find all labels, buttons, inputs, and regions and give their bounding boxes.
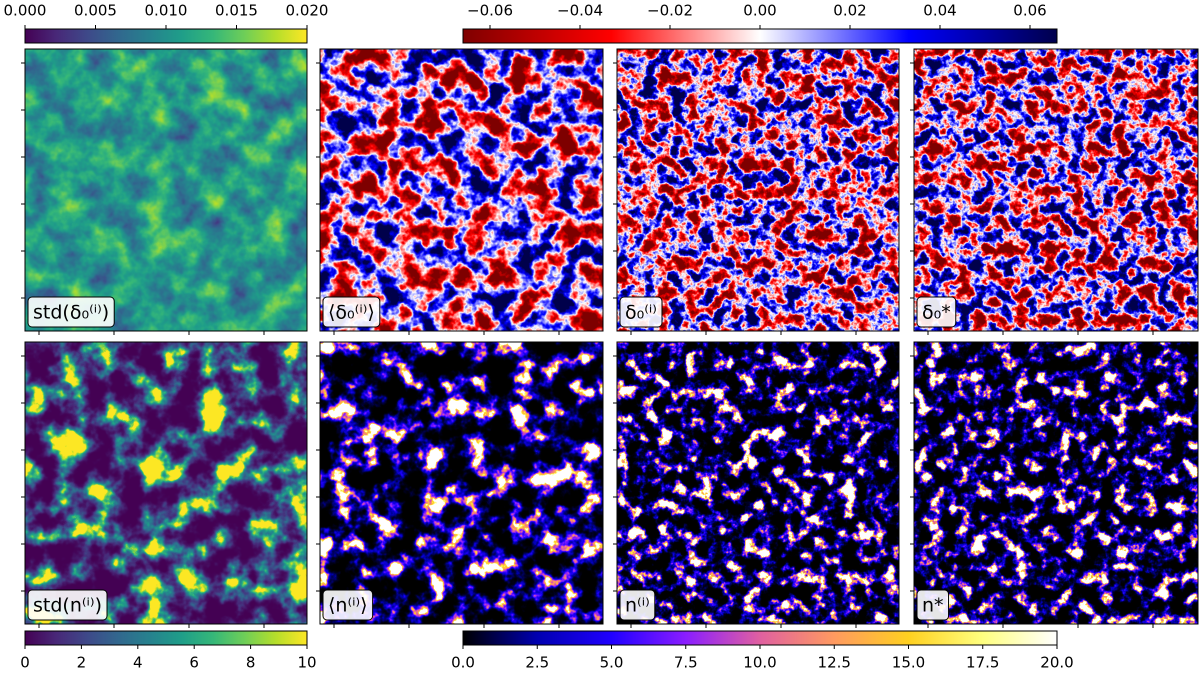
- tick-label: 10: [297, 654, 316, 672]
- image-panel: [25, 342, 307, 624]
- label-box: [916, 589, 950, 621]
- panel-frame: [319, 341, 604, 625]
- tick-label: 0.0: [451, 654, 475, 672]
- label-box: [916, 296, 957, 328]
- panel-frame: [913, 341, 1199, 625]
- tick-label: −0.04: [557, 2, 603, 20]
- tick-label: 7.5: [674, 654, 698, 672]
- tick-label: 15.0: [892, 654, 925, 672]
- panel-label: δ₀*: [922, 302, 951, 324]
- colorbar: [24, 28, 308, 44]
- colorbar: [24, 630, 308, 646]
- tick-label: 0: [20, 654, 30, 672]
- tick-label: −0.02: [647, 2, 693, 20]
- panel-label: n⁽ⁱ⁾: [625, 595, 650, 617]
- tick-label: 8: [246, 654, 256, 672]
- panel-label: ⟨δ₀⁽ⁱ⁾⟩: [328, 302, 375, 324]
- panel-frame: [616, 48, 900, 332]
- image-panel: [25, 49, 307, 331]
- image-panel: [914, 49, 1198, 331]
- tick-label: 0.06: [1013, 2, 1046, 20]
- panel-frame: [24, 341, 308, 625]
- colorbar: [462, 28, 1058, 44]
- tick-label: −0.06: [467, 2, 513, 20]
- image-panel: [617, 49, 899, 331]
- label-box: [27, 589, 108, 621]
- panel-label: n*: [922, 595, 944, 617]
- tick-label: 0.020: [286, 2, 329, 20]
- label-box: [322, 296, 381, 328]
- tick-label: 0.04: [923, 2, 956, 20]
- panel-label: std(δ₀⁽ⁱ⁾): [33, 302, 109, 324]
- image-panel: [914, 342, 1198, 624]
- label-box: [619, 589, 656, 621]
- tick-label: 6: [189, 654, 199, 672]
- image-panel: [320, 49, 603, 331]
- panel-frame: [913, 48, 1199, 332]
- tick-label: 0.015: [215, 2, 258, 20]
- panel-label: δ₀⁽ⁱ⁾: [625, 302, 657, 324]
- panel-frame: [319, 48, 604, 332]
- tick-label: 20.0: [1040, 654, 1073, 672]
- tick-label: 0.005: [74, 2, 117, 20]
- tick-label: 0.00: [743, 2, 776, 20]
- panel-label: std(n⁽ⁱ⁾): [33, 595, 102, 617]
- panel-frame: [616, 341, 900, 625]
- panel-label: ⟨n⁽ⁱ⁾⟩: [328, 595, 368, 617]
- tick-label: 2: [77, 654, 87, 672]
- image-panel: [617, 342, 899, 624]
- tick-label: 0.02: [833, 2, 866, 20]
- tick-label: 12.5: [818, 654, 851, 672]
- tick-label: 17.5: [966, 654, 999, 672]
- tick-label: 10.0: [743, 654, 776, 672]
- tick-label: 4: [133, 654, 143, 672]
- image-panel: [320, 342, 603, 624]
- label-box: [27, 296, 115, 328]
- colorbar: [462, 630, 1058, 646]
- label-box: [619, 296, 663, 328]
- tick-label: 2.5: [525, 654, 549, 672]
- panel-frame: [24, 48, 308, 332]
- label-box: [322, 589, 374, 621]
- tick-label: 5.0: [600, 654, 624, 672]
- tick-label: 0.010: [145, 2, 188, 20]
- tick-label: 0.000: [4, 2, 47, 20]
